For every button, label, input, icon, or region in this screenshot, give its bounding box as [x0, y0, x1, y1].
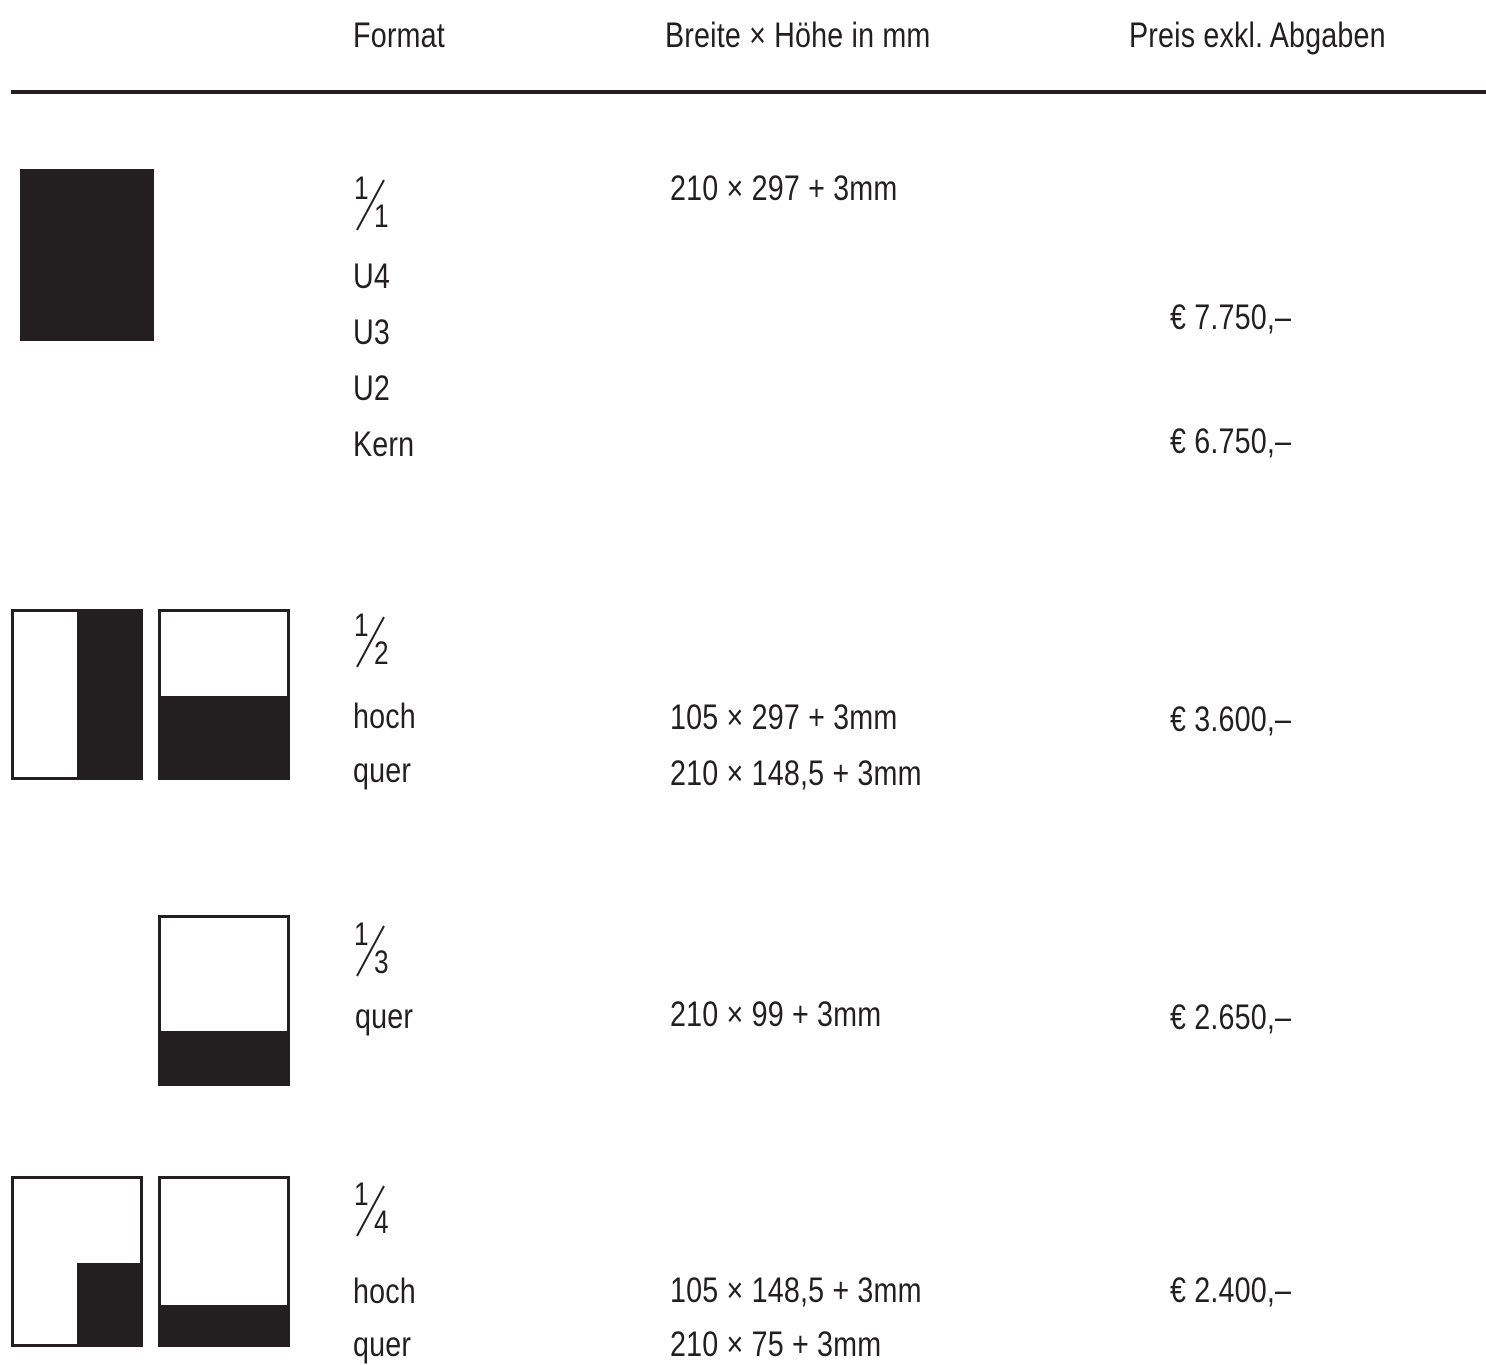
fraction-denominator: 4 — [374, 1204, 389, 1240]
fraction-one-half: 1 2 — [352, 609, 404, 675]
format-label: U3 — [353, 313, 391, 352]
header-format: Format — [353, 16, 445, 55]
dimension-value: 105 × 148,5 + 3mm — [670, 1271, 922, 1310]
header-price: Preis exkl. Abgaben — [1129, 16, 1386, 55]
fraction-one-third: 1 3 — [352, 918, 404, 984]
half-page-vertical-icon — [11, 609, 143, 780]
format-label: Kern — [353, 425, 415, 464]
quarter-page-horizontal-icon — [158, 1176, 290, 1347]
price-value: € 3.600,– — [1170, 700, 1292, 739]
fraction-denominator: 1 — [374, 198, 389, 234]
fraction-numerator: 1 — [354, 916, 369, 952]
quarter-page-vertical-icon — [11, 1176, 143, 1347]
fraction-one-quarter: 1 4 — [352, 1178, 404, 1244]
fraction-slash — [356, 179, 385, 231]
fraction-one-whole: 1 1 — [352, 172, 404, 238]
dimension-value: 210 × 297 + 3mm — [670, 169, 898, 208]
fraction-numerator: 1 — [354, 607, 369, 643]
dimension-value: 210 × 148,5 + 3mm — [670, 754, 922, 793]
format-label: U2 — [353, 369, 391, 408]
format-label: quer — [353, 1325, 412, 1364]
half-page-horizontal-icon — [158, 609, 290, 780]
fraction-slash — [356, 1185, 385, 1237]
fraction-numerator: 1 — [354, 170, 369, 206]
header-divider — [11, 90, 1486, 94]
fraction-denominator: 2 — [374, 635, 389, 671]
dimension-value: 105 × 297 + 3mm — [670, 698, 898, 737]
format-label: quer — [355, 997, 414, 1036]
dimension-value: 210 × 99 + 3mm — [670, 995, 882, 1034]
fraction-numerator: 1 — [354, 1176, 369, 1212]
price-value: € 6.750,– — [1170, 422, 1292, 461]
fraction-slash — [356, 925, 385, 977]
fraction-slash — [356, 616, 385, 668]
fraction-denominator: 3 — [374, 944, 389, 980]
third-page-horizontal-icon — [158, 915, 290, 1086]
price-value: € 2.650,– — [1170, 998, 1292, 1037]
format-label: hoch — [353, 1272, 416, 1311]
format-label: quer — [353, 751, 412, 790]
price-value: € 7.750,– — [1170, 298, 1292, 337]
header-dimensions: Breite × Höhe in mm — [665, 16, 931, 55]
price-value: € 2.400,– — [1170, 1271, 1292, 1310]
dimension-value: 210 × 75 + 3mm — [670, 1325, 882, 1364]
format-label: U4 — [353, 257, 391, 296]
full-page-icon — [20, 169, 154, 341]
format-label: hoch — [353, 697, 416, 736]
